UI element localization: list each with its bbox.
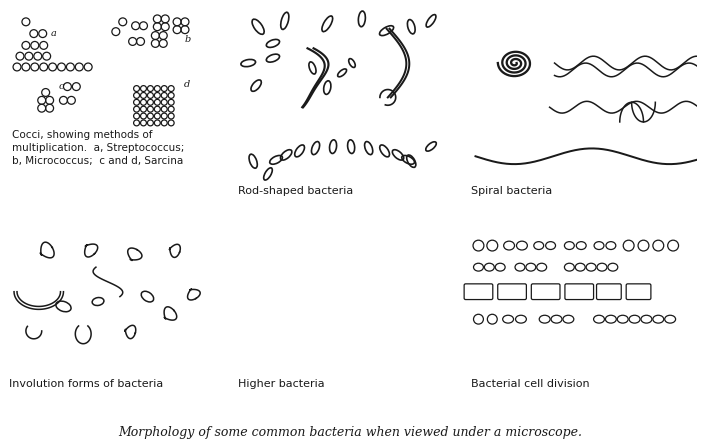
Text: Bacterial cell division: Bacterial cell division	[470, 379, 589, 389]
Text: Higher bacteria: Higher bacteria	[238, 379, 325, 389]
Text: d: d	[184, 80, 190, 89]
Text: Rod-shaped bacteria: Rod-shaped bacteria	[238, 186, 353, 196]
Text: Spiral bacteria: Spiral bacteria	[470, 186, 552, 196]
Text: Involution forms of bacteria: Involution forms of bacteria	[9, 379, 163, 389]
Text: Cocci, showing methods of
multiplication.  a, Streptococcus;
b, Micrococcus;  c : Cocci, showing methods of multiplication…	[12, 130, 184, 166]
Text: a: a	[50, 29, 57, 38]
Text: c: c	[58, 82, 64, 91]
Text: b: b	[185, 35, 191, 44]
Text: Morphology of some common bacteria when viewed under a microscope.: Morphology of some common bacteria when …	[118, 426, 582, 439]
